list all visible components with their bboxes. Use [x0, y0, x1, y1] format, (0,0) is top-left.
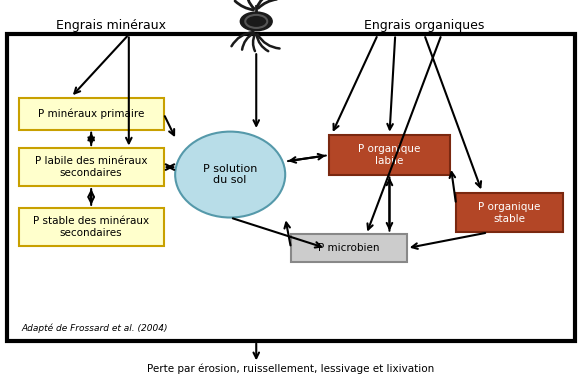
Text: P labile des minéraux
secondaires: P labile des minéraux secondaires [35, 156, 147, 178]
FancyBboxPatch shape [19, 208, 164, 245]
Text: Engrais organiques: Engrais organiques [364, 19, 484, 32]
Text: P stable des minéraux
secondaires: P stable des minéraux secondaires [33, 216, 149, 238]
FancyBboxPatch shape [19, 98, 164, 130]
Text: Perte par érosion, ruissellement, lessivage et lixivation: Perte par érosion, ruissellement, lessiv… [147, 363, 435, 374]
Text: P solution
du sol: P solution du sol [203, 164, 257, 185]
Ellipse shape [175, 132, 285, 217]
Text: P organique
stable: P organique stable [478, 202, 541, 224]
FancyBboxPatch shape [329, 135, 450, 175]
FancyBboxPatch shape [291, 234, 407, 262]
Text: Adapté de Frossard et al. (2004): Adapté de Frossard et al. (2004) [22, 324, 168, 333]
Text: P minéraux primaire: P minéraux primaire [38, 109, 144, 119]
Text: Engrais minéraux: Engrais minéraux [56, 19, 166, 32]
FancyBboxPatch shape [19, 148, 164, 186]
Ellipse shape [240, 12, 272, 31]
FancyBboxPatch shape [7, 34, 575, 341]
Text: P organique
labile: P organique labile [359, 144, 421, 166]
FancyBboxPatch shape [456, 193, 563, 233]
Text: P microbien: P microbien [318, 243, 379, 253]
